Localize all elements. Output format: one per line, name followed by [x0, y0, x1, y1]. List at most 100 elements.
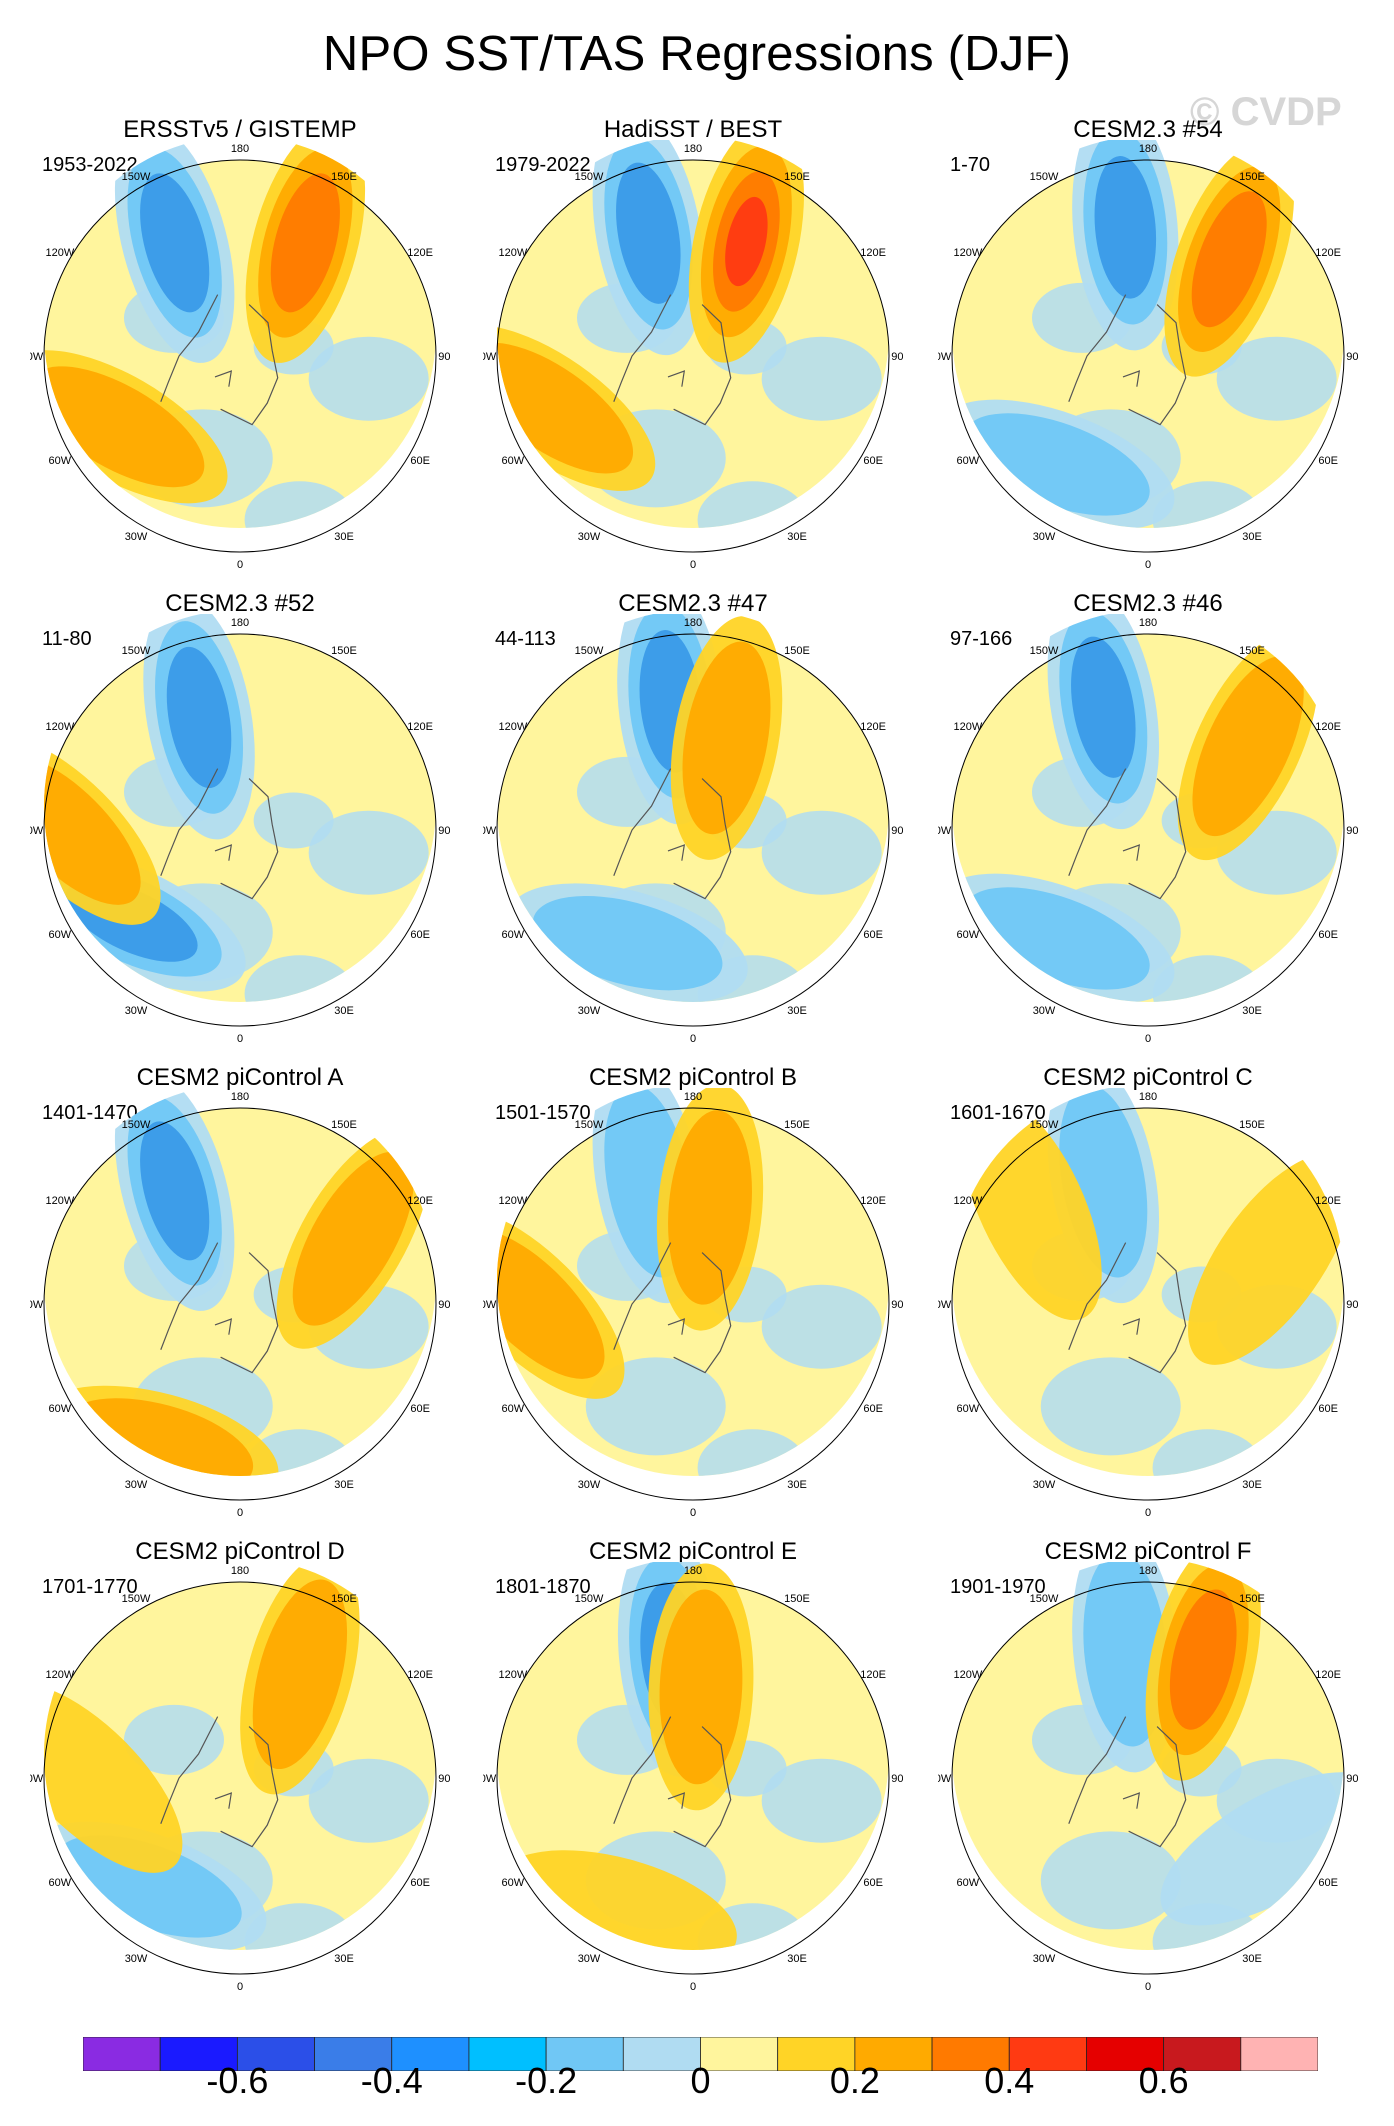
anomaly-patch	[1152, 1429, 1263, 1476]
coastline	[613, 294, 732, 426]
map-panel: ERSSTv5 / GISTEMP 1953-2022 180 150E 120E 90E…	[30, 116, 450, 576]
anomaly-contour	[292, 1151, 414, 1326]
panel-years: 97-166	[950, 628, 1013, 650]
longitude-label: 120W	[498, 247, 527, 259]
longitude-label: 60W	[49, 929, 72, 941]
longitude-label: 150E	[784, 1119, 810, 1131]
longitude-label: 0	[690, 1507, 696, 1519]
longitude-label: 60W	[957, 1403, 980, 1415]
longitude-label: 180	[684, 1565, 702, 1577]
longitude-label: 180	[1139, 617, 1157, 629]
map-panel: CESM2 piControl E 1801-1870 180 150E 120E 90E…	[483, 1538, 903, 1998]
longitude-label: 30E	[787, 1479, 807, 1491]
panel-title: CESM2 piControl A	[136, 1064, 344, 1091]
longitude-label: 120E	[860, 721, 886, 733]
colorbar-swatch	[159, 2037, 238, 2071]
longitude-label: 180	[684, 143, 702, 155]
longitude-label: 60W	[502, 455, 525, 467]
longitude-label: 90W	[938, 351, 952, 363]
colorbar-tick-label: 0.4	[984, 2060, 1035, 2101]
longitude-label: 90E	[891, 1773, 903, 1785]
colorbar-swatch	[545, 2037, 624, 2071]
longitude-label: 0	[1145, 559, 1151, 571]
longitude-label: 30E	[787, 1953, 807, 1965]
longitude-label: 60E	[863, 929, 883, 941]
longitude-label: 180	[231, 617, 249, 629]
longitude-label: 90E	[891, 1299, 903, 1311]
longitude-label: 150W	[122, 171, 151, 183]
longitude-label: 90W	[30, 825, 44, 837]
longitude-label: 180	[1139, 1091, 1157, 1103]
map-border	[496, 633, 890, 1027]
longitude-label: 120W	[498, 1195, 527, 1207]
longitude-label: 0	[1145, 1507, 1151, 1519]
longitude-label: 90W	[938, 825, 952, 837]
anomaly-patch	[761, 336, 882, 421]
longitude-label: 30E	[1242, 1953, 1262, 1965]
longitude-label: 60W	[957, 1877, 980, 1889]
longitude-label: 90W	[938, 1773, 952, 1785]
colorbar-swatch	[1240, 2037, 1318, 2071]
longitude-label: 150E	[1239, 645, 1265, 657]
anomaly-patch	[253, 792, 334, 849]
panel-years: 1953-2022	[42, 154, 138, 176]
colorbar-tick-label: -0.6	[206, 2060, 269, 2101]
anomaly-contour	[668, 1110, 752, 1305]
polar-map: 180 150E 120E 90E 60E 30E 0 30W 60W 90W 120W 150W	[938, 614, 1358, 1045]
anomaly-patch	[761, 1758, 882, 1843]
colorbar-swatch	[854, 2037, 933, 2071]
longitude-label: 30E	[787, 1005, 807, 1017]
longitude-label: 0	[1145, 1981, 1151, 1993]
longitude-label: 90E	[891, 825, 903, 837]
map-border	[43, 159, 437, 553]
longitude-label: 120E	[407, 721, 433, 733]
polar-map: 180 150E 120E 90E 60E 30E 0 30W 60W 90W 120W 150W	[30, 1088, 450, 1519]
panel-years: 1-70	[950, 154, 991, 176]
longitude-label: 0	[690, 1033, 696, 1045]
longitude-label: 30E	[334, 1479, 354, 1491]
longitude-label: 150W	[1030, 645, 1059, 657]
longitude-label: 60E	[1318, 1877, 1338, 1889]
longitude-label: 60W	[502, 1403, 525, 1415]
longitude-label: 0	[690, 1981, 696, 1993]
longitude-label: 150W	[122, 1119, 151, 1131]
longitude-label: 30E	[334, 1953, 354, 1965]
longitude-label: 60E	[1318, 1403, 1338, 1415]
panel-years: 1501-1570	[495, 1102, 591, 1124]
anomaly-contour	[1169, 1589, 1237, 1730]
anomaly-contour	[56, 1835, 242, 1938]
coastline	[1068, 768, 1187, 900]
longitude-label: 150E	[1239, 171, 1265, 183]
longitude-label: 60W	[957, 929, 980, 941]
longitude-label: 90E	[438, 1299, 450, 1311]
longitude-label: 90E	[1346, 825, 1358, 837]
longitude-label: 90E	[438, 1773, 450, 1785]
anomaly-patch	[697, 1429, 808, 1476]
longitude-label: 90E	[438, 351, 450, 363]
longitude-label: 120W	[45, 1669, 74, 1681]
longitude-label: 90W	[483, 1299, 497, 1311]
longitude-label: 120W	[498, 1669, 527, 1681]
polar-map: 180 150E 120E 90E 60E 30E 0 30W 60W 90W 120W 150W	[938, 140, 1358, 571]
map-border	[496, 159, 890, 553]
polar-map: 180 150E 120E 90E 60E 30E 0 30W 60W 90W 120W 150W	[483, 614, 903, 1045]
longitude-label: 0	[690, 559, 696, 571]
colorbar-swatch	[622, 2037, 701, 2071]
longitude-label: 180	[231, 1091, 249, 1103]
anomaly-patch	[244, 955, 355, 1002]
longitude-label: 60W	[49, 1403, 72, 1415]
longitude-label: 120E	[1315, 721, 1341, 733]
longitude-label: 30W	[578, 1005, 601, 1017]
polar-map: 180 150E 120E 90E 60E 30E 0 30W 60W 90W 120W 150W	[483, 140, 903, 571]
longitude-label: 0	[237, 1981, 243, 1993]
longitude-label: 30W	[125, 1953, 148, 1965]
longitude-label: 180	[684, 617, 702, 629]
panel-years: 1901-1970	[950, 1576, 1046, 1598]
colorbar-swatch	[777, 2037, 856, 2071]
anomaly-contour	[497, 1229, 605, 1379]
anomaly-contour	[964, 887, 1150, 990]
anomaly-patch	[244, 481, 355, 528]
colorbar-tick-label: 0	[690, 2060, 711, 2101]
longitude-label: 150W	[1030, 1119, 1059, 1131]
longitude-label: 150E	[331, 171, 357, 183]
